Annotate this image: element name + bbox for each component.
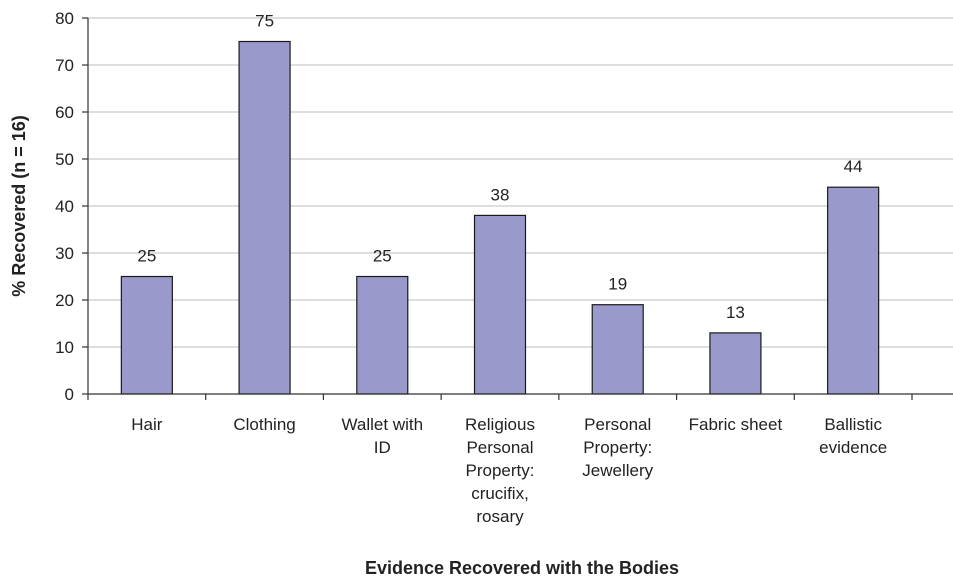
- category-label: Fabric sheet: [689, 415, 783, 434]
- data-label: 25: [373, 247, 392, 266]
- bar: [827, 186, 880, 395]
- data-label: 38: [491, 185, 510, 204]
- category-label-line: rosary: [476, 507, 524, 526]
- category-label-line: Fabric sheet: [689, 415, 783, 434]
- category-label-line: Personal: [466, 438, 533, 457]
- bar: [120, 275, 173, 395]
- category-label: Personal Property: Jewellery: [582, 415, 653, 480]
- category-label-line: ID: [374, 438, 391, 457]
- category-label-line: Wallet with: [342, 415, 424, 434]
- x-axis-title: Evidence Recovered with the Bodies: [365, 558, 679, 578]
- y-tick-label: 50: [55, 150, 74, 169]
- category-label-line: Ballistic: [824, 415, 882, 434]
- bar: [238, 40, 291, 395]
- bar: [709, 332, 762, 395]
- y-tick-label: 70: [55, 56, 74, 75]
- y-tick-label: 60: [55, 103, 74, 122]
- y-tick-labels: 0 10 20 30 40 50 60 70 80: [55, 9, 74, 404]
- data-label: 75: [255, 12, 274, 31]
- category-label-line: Jewellery: [582, 461, 653, 480]
- category-label-line: Property:: [583, 438, 652, 457]
- y-tick-label: 30: [55, 244, 74, 263]
- category-label-line: evidence: [819, 438, 887, 457]
- category-label: Wallet with ID: [342, 415, 424, 457]
- category-label-line: Property:: [466, 461, 535, 480]
- bar: [591, 304, 644, 395]
- bar: [356, 275, 409, 395]
- category-label-line: Hair: [131, 415, 163, 434]
- data-label: 13: [726, 303, 745, 322]
- data-label: 25: [137, 247, 156, 266]
- data-label: 19: [608, 275, 627, 294]
- category-label: Hair: [131, 415, 163, 434]
- category-label-line: Clothing: [233, 415, 295, 434]
- category-label: Religious Personal Property: crucifix, rosar…: [465, 415, 535, 526]
- y-tick-label: 80: [55, 9, 74, 28]
- category-label-line: Personal: [584, 415, 651, 434]
- bars: [120, 40, 880, 395]
- x-category-labels: Hair Clothing Wallet with ID Religious Person…: [131, 415, 887, 526]
- y-axis-title: % Recovered (n = 16): [9, 115, 29, 297]
- category-label-line: crucifix,: [471, 484, 529, 503]
- category-label: Clothing: [233, 415, 295, 434]
- category-label: Ballistic evidence: [819, 415, 887, 457]
- y-tick-label: 0: [65, 385, 74, 404]
- data-label: 44: [844, 157, 863, 176]
- category-label-line: Religious: [465, 415, 535, 434]
- data-labels: 25 75 25 38 19 13 44: [137, 12, 862, 322]
- y-tick-label: 40: [55, 197, 74, 216]
- bar: [473, 214, 527, 395]
- axes: [82, 17, 953, 400]
- y-tick-label: 20: [55, 291, 74, 310]
- y-tick-label: 10: [55, 338, 74, 357]
